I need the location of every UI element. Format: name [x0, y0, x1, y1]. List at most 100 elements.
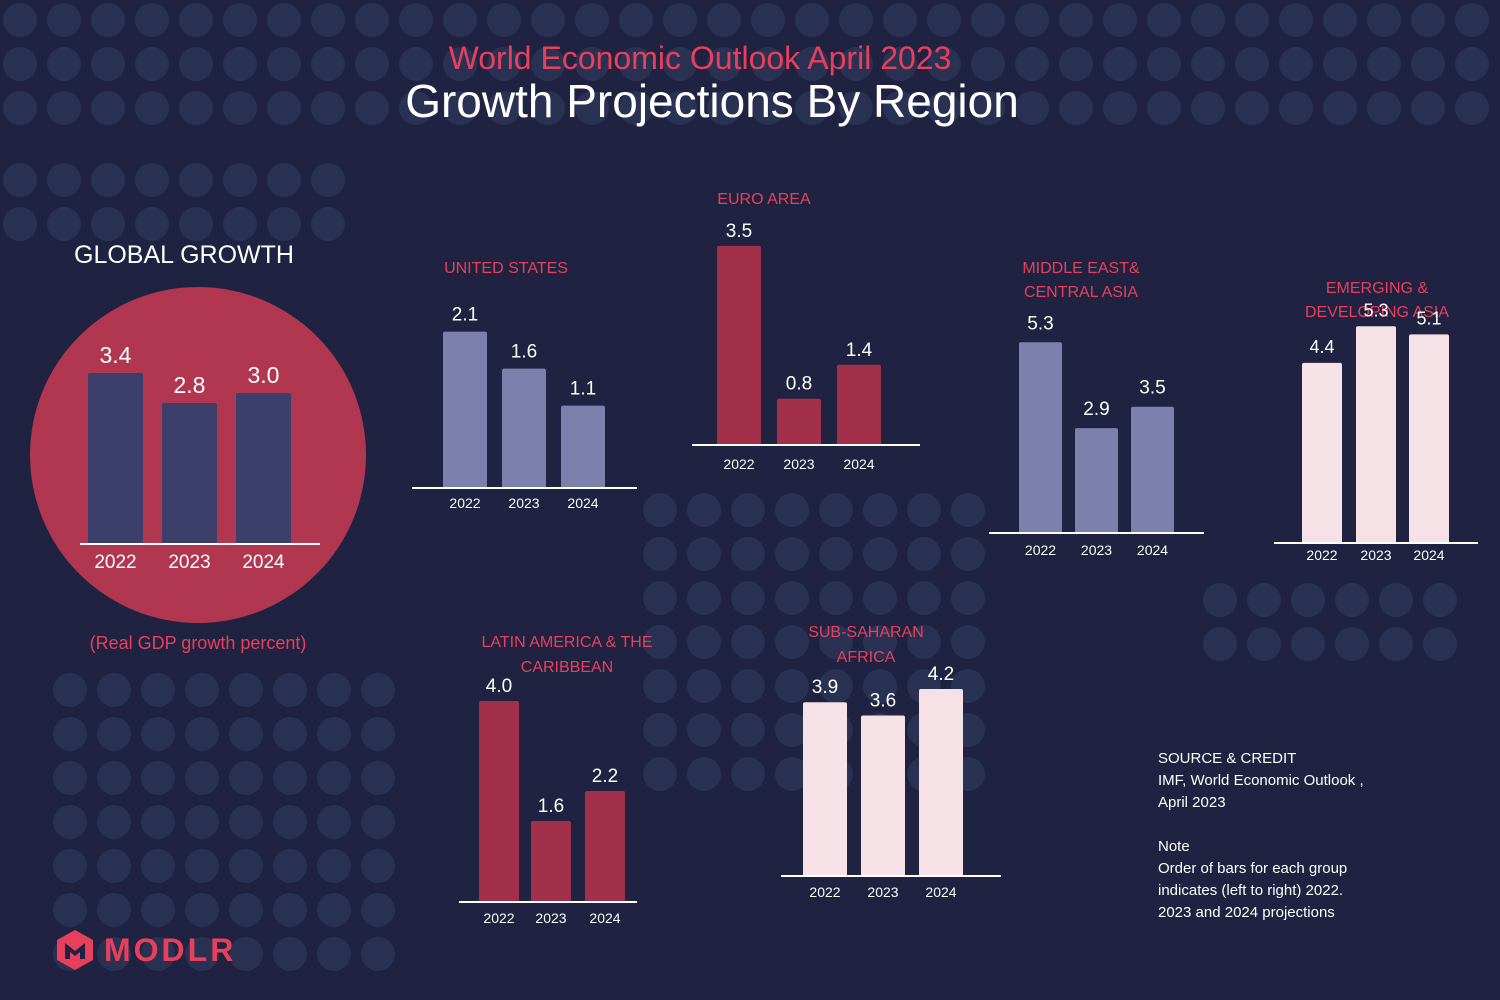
- background-dot: [443, 47, 477, 81]
- background-dot: [619, 91, 653, 125]
- bar-2024: [236, 393, 291, 543]
- data-label: 3.5: [726, 221, 752, 242]
- background-dot: [135, 3, 169, 37]
- bar-2023: [777, 398, 821, 444]
- data-label: 0.8: [786, 374, 812, 395]
- data-label: 3.5: [1139, 378, 1165, 399]
- bar-2022: [1019, 342, 1062, 532]
- bar-2024: [561, 405, 605, 487]
- background-dot: [1103, 91, 1137, 125]
- background-dot: [47, 207, 81, 241]
- tick-label: 2022: [94, 552, 136, 573]
- bar-2024: [837, 364, 881, 444]
- background-dot: [731, 581, 765, 615]
- background-dot: [1191, 3, 1225, 37]
- background-dot: [317, 849, 351, 883]
- background-dot: [863, 625, 897, 659]
- chart-united-states: UNITED STATES 2.1 2022 1.6 2023 1.1 2024: [412, 260, 637, 511]
- background-dot: [1147, 91, 1181, 125]
- global-growth-title: GLOBAL GROWTH: [74, 241, 294, 269]
- background-dot: [1191, 91, 1225, 125]
- background-dot: [1455, 3, 1489, 37]
- tick-label: 2023: [867, 884, 898, 900]
- background-dot: [179, 91, 213, 125]
- background-dot: [97, 937, 131, 971]
- background-dot: [185, 849, 219, 883]
- background-dot: [531, 91, 565, 125]
- chart-global: 3.4 2022 2.8 2023 3.0 2024: [80, 342, 320, 573]
- background-dot: [1147, 47, 1181, 81]
- data-label: 4.0: [486, 676, 512, 697]
- background-dot: [1203, 627, 1237, 661]
- source-credit-block: SOURCE & CREDIT IMF, World Economic Outl…: [1158, 748, 1364, 924]
- tick-label: 2023: [535, 910, 566, 926]
- background-dot: [1279, 47, 1313, 81]
- background-dot: [487, 3, 521, 37]
- background-dot: [1059, 91, 1093, 125]
- background-dot: [229, 893, 263, 927]
- background-dot: [927, 3, 961, 37]
- background-dot: [707, 3, 741, 37]
- background-dot: [1235, 3, 1269, 37]
- background-dot: [775, 537, 809, 571]
- background-dot: [731, 493, 765, 527]
- background-dot: [687, 757, 721, 791]
- background-dot: [751, 3, 785, 37]
- background-dot: [1015, 91, 1049, 125]
- background-dot: [971, 3, 1005, 37]
- background-dot: [3, 91, 37, 125]
- background-dot: [47, 3, 81, 37]
- background-dot: [883, 91, 917, 125]
- bar-2023: [1356, 326, 1396, 542]
- background-dot: [687, 669, 721, 703]
- background-dot: [273, 761, 307, 795]
- background-dot: [1247, 583, 1281, 617]
- background-dot: [135, 163, 169, 197]
- bar-2023: [1075, 428, 1118, 532]
- background-dot: [361, 761, 395, 795]
- background-dot: [3, 163, 37, 197]
- note-line: indicates (left to right) 2022.: [1158, 882, 1344, 899]
- chart-latin-america: LATIN AMERICA & THE CARIBBEAN 4.0 2022 1.6 20…: [459, 634, 653, 926]
- source-heading: SOURCE & CREDIT: [1158, 750, 1297, 767]
- source-line: April 2023: [1158, 794, 1226, 811]
- background-dot: [575, 47, 609, 81]
- tick-label: 2024: [242, 552, 285, 573]
- chart-title: LATIN AMERICA & THE: [481, 634, 652, 651]
- background-dot: [863, 493, 897, 527]
- background-dot: [1323, 3, 1357, 37]
- background-dot: [267, 163, 301, 197]
- bar-2023: [531, 821, 571, 901]
- background-dot: [795, 91, 829, 125]
- tick-label: 2023: [168, 552, 210, 573]
- background-dot: [97, 717, 131, 751]
- background-dot: [53, 893, 87, 927]
- data-label: 2.9: [1083, 399, 1109, 420]
- background-dot: [731, 713, 765, 747]
- background-dot: [185, 673, 219, 707]
- bar-2023: [502, 368, 546, 487]
- background-dot: [487, 47, 521, 81]
- tick-label: 2022: [723, 456, 754, 472]
- background-dot: [267, 91, 301, 125]
- background-dot: [223, 163, 257, 197]
- background-dot: [179, 47, 213, 81]
- background-dot: [229, 761, 263, 795]
- bar-2023: [162, 403, 217, 543]
- background-dot: [91, 163, 125, 197]
- background-dot: [795, 3, 829, 37]
- tick-label: 2024: [1413, 547, 1444, 563]
- background-dot: [135, 47, 169, 81]
- background-dot: [97, 805, 131, 839]
- background-dot: [141, 673, 175, 707]
- background-dot: [355, 3, 389, 37]
- background-dot: [97, 893, 131, 927]
- background-dot: [1203, 583, 1237, 617]
- bar-2022: [443, 331, 487, 487]
- background-dot: [311, 207, 345, 241]
- background-dot: [1411, 3, 1445, 37]
- background-dot: [179, 163, 213, 197]
- background-dot: [1059, 3, 1093, 37]
- background-dot: [47, 91, 81, 125]
- background-dot: [399, 3, 433, 37]
